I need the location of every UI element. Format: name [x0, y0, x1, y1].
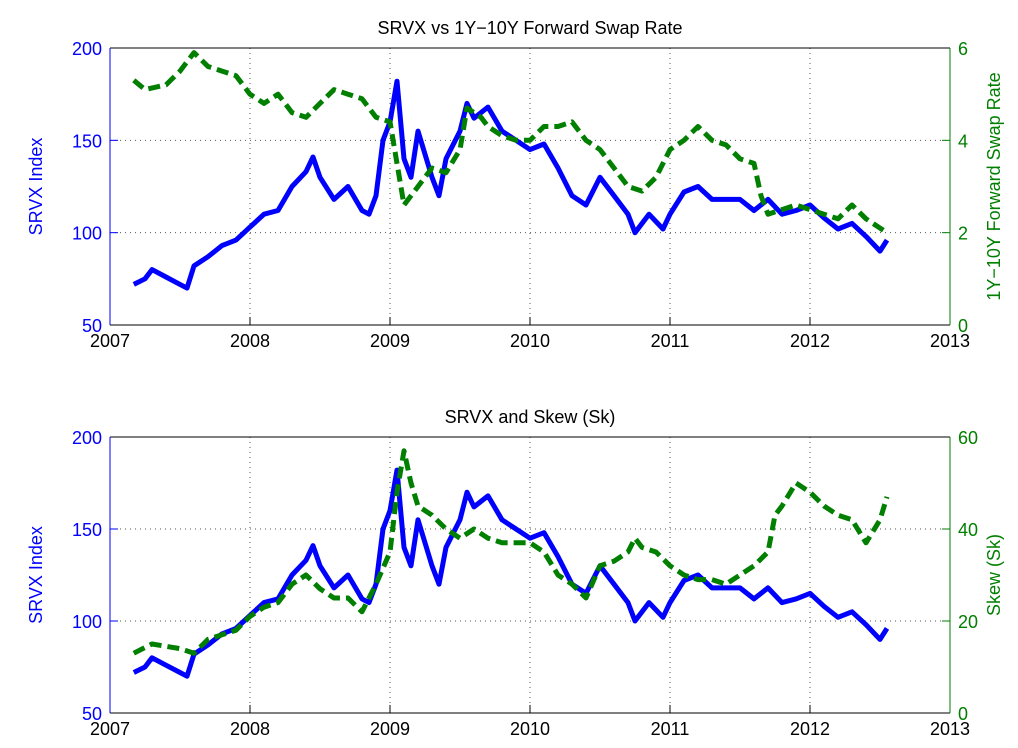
series-line: [132, 448, 890, 656]
y2-tick-label: 0: [958, 704, 968, 724]
y-tick-label: 200: [72, 39, 102, 59]
series-line: [132, 50, 889, 235]
x-tick-label: 2007: [90, 331, 130, 351]
series-line: [132, 78, 890, 291]
y-tick-label: 150: [72, 131, 102, 151]
x-tick-label: 2010: [510, 331, 550, 351]
x-tick-label: 2012: [790, 719, 830, 739]
x-tick-label: 2009: [370, 331, 410, 351]
y2-tick-label: 0: [958, 316, 968, 336]
y2-tick-label: 4: [958, 131, 968, 151]
x-tick-label: 2013: [930, 331, 970, 351]
x-tick-label: 2011: [651, 331, 690, 351]
x-tick-label: 2008: [230, 719, 270, 739]
y-tick-label: 50: [82, 704, 102, 724]
x-tick-label: 2012: [790, 331, 830, 351]
x-tick-label: 2007: [90, 719, 130, 739]
y2-tick-label: 60: [958, 428, 978, 448]
y-tick-label: 50: [82, 316, 102, 336]
y2-tick-label: 20: [958, 612, 978, 632]
y2-tick-label: 2: [958, 224, 968, 244]
y-axis-label: SRVX Index: [26, 526, 46, 624]
x-tick-label: 2010: [510, 719, 550, 739]
x-tick-label: 2013: [930, 719, 970, 739]
y-tick-label: 200: [72, 428, 102, 448]
x-tick-label: 2009: [370, 719, 410, 739]
y-tick-label: 150: [72, 520, 102, 540]
x-tick-label: 2011: [651, 719, 690, 739]
series-line: [132, 467, 890, 679]
y2-axis-label: 1Y−10Y Forward Swap Rate: [984, 72, 1004, 300]
chart-title: SRVX vs 1Y−10Y Forward Swap Rate: [378, 18, 683, 38]
y-axis-label: SRVX Index: [26, 138, 46, 236]
chart-title: SRVX and Skew (Sk): [445, 407, 616, 427]
y-tick-label: 100: [72, 612, 102, 632]
y2-axis-label: Skew (Sk): [984, 534, 1004, 616]
y2-tick-label: 40: [958, 520, 978, 540]
plot-area: [110, 437, 950, 713]
y-tick-label: 100: [72, 224, 102, 244]
x-tick-label: 2008: [230, 331, 270, 351]
y2-tick-label: 6: [958, 39, 968, 59]
